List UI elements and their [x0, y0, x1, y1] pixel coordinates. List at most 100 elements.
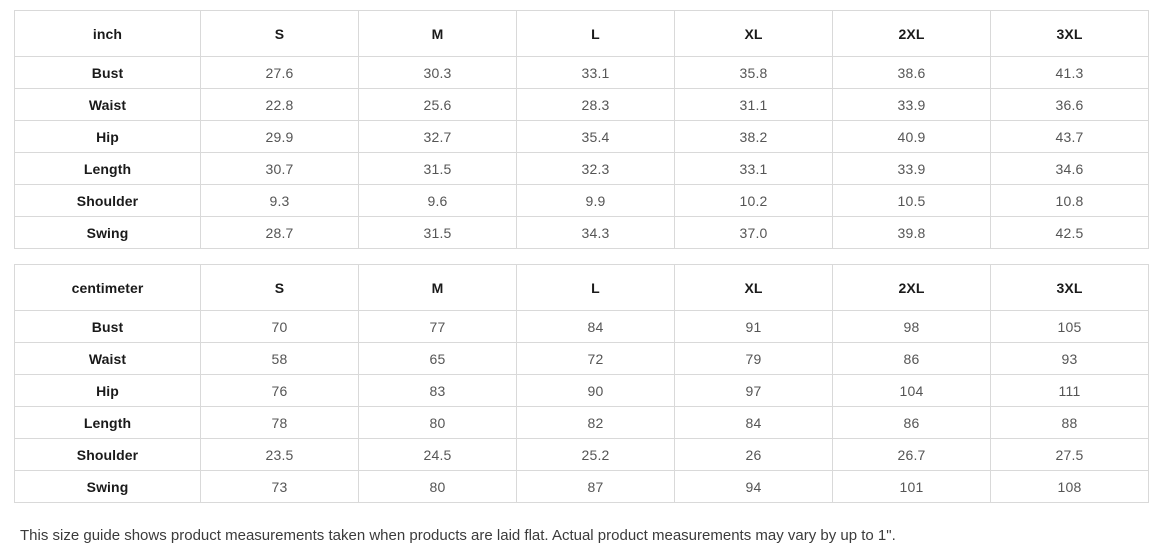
measurement-value: 73 [200, 470, 359, 503]
measurement-value: 77 [358, 310, 517, 343]
measurement-value: 70 [200, 310, 359, 343]
measurement-value: 86 [832, 342, 991, 375]
measurement-value: 72 [516, 342, 675, 375]
measurement-value: 43.7 [990, 120, 1149, 153]
header-row: inch S M L XL 2XL 3XL [14, 10, 1149, 57]
measurement-label: Swing [14, 470, 201, 503]
measurement-label: Waist [14, 342, 201, 375]
measurement-value: 9.9 [516, 184, 675, 217]
measurement-value: 83 [358, 374, 517, 407]
measurement-label: Shoulder [14, 438, 201, 471]
measurement-value: 22.8 [200, 88, 359, 121]
measurement-value: 26.7 [832, 438, 991, 471]
measurement-value: 23.5 [200, 438, 359, 471]
measurement-value: 91 [674, 310, 833, 343]
measurement-value: 80 [358, 470, 517, 503]
measurement-label: Bust [14, 56, 201, 89]
measurement-value: 39.8 [832, 216, 991, 249]
measurement-value: 87 [516, 470, 675, 503]
measurement-value: 108 [990, 470, 1149, 503]
measurement-value: 9.6 [358, 184, 517, 217]
measurement-label: Swing [14, 216, 201, 249]
measurement-label: Waist [14, 88, 201, 121]
measurement-value: 31.5 [358, 152, 517, 185]
measurement-value: 38.2 [674, 120, 833, 153]
size-header-m: M [358, 10, 517, 57]
measurement-value: 34.6 [990, 152, 1149, 185]
measurement-value: 104 [832, 374, 991, 407]
table-row: Waist 22.8 25.6 28.3 31.1 33.9 36.6 [14, 88, 1149, 121]
measurement-value: 27.5 [990, 438, 1149, 471]
measurement-value: 34.3 [516, 216, 675, 249]
measurement-value: 97 [674, 374, 833, 407]
table-row: Bust 27.6 30.3 33.1 35.8 38.6 41.3 [14, 56, 1149, 89]
measurement-value: 24.5 [358, 438, 517, 471]
size-header-l: L [516, 10, 675, 57]
measurement-value: 93 [990, 342, 1149, 375]
measurement-value: 41.3 [990, 56, 1149, 89]
unit-header: inch [14, 10, 201, 57]
measurement-value: 28.3 [516, 88, 675, 121]
measurement-label: Hip [14, 374, 201, 407]
measurement-value: 37.0 [674, 216, 833, 249]
size-header-2xl: 2XL [832, 264, 991, 311]
size-header-3xl: 3XL [990, 264, 1149, 311]
measurement-value: 94 [674, 470, 833, 503]
measurement-value: 28.7 [200, 216, 359, 249]
measurement-value: 31.1 [674, 88, 833, 121]
measurement-value: 30.7 [200, 152, 359, 185]
table-header-centimeter: centimeter S M L XL 2XL 3XL [14, 264, 1149, 311]
measurement-value: 36.6 [990, 88, 1149, 121]
measurement-value: 10.8 [990, 184, 1149, 217]
size-header-xl: XL [674, 10, 833, 57]
table-row: Length 30.7 31.5 32.3 33.1 33.9 34.6 [14, 152, 1149, 185]
unit-header: centimeter [14, 264, 201, 311]
size-header-3xl: 3XL [990, 10, 1149, 57]
header-row: centimeter S M L XL 2XL 3XL [14, 264, 1149, 311]
measurement-value: 9.3 [200, 184, 359, 217]
measurement-value: 58 [200, 342, 359, 375]
measurement-value: 101 [832, 470, 991, 503]
measurement-label: Bust [14, 310, 201, 343]
size-header-s: S [200, 264, 359, 311]
measurement-value: 105 [990, 310, 1149, 343]
measurement-value: 86 [832, 406, 991, 439]
size-header-2xl: 2XL [832, 10, 991, 57]
table-row: Swing 73 80 87 94 101 108 [14, 470, 1149, 503]
measurement-value: 25.6 [358, 88, 517, 121]
measurement-value: 82 [516, 406, 675, 439]
measurement-value: 42.5 [990, 216, 1149, 249]
table-body-centimeter: Bust 70 77 84 91 98 105 Waist 58 65 72 79 86 93 Hip 76 8… [14, 310, 1149, 503]
measurement-value: 33.9 [832, 152, 991, 185]
measurement-value: 32.3 [516, 152, 675, 185]
measurement-value: 30.3 [358, 56, 517, 89]
measurement-value: 35.4 [516, 120, 675, 153]
measurement-value: 80 [358, 406, 517, 439]
measurement-value: 25.2 [516, 438, 675, 471]
size-header-s: S [200, 10, 359, 57]
measurement-value: 33.1 [516, 56, 675, 89]
table-header-inch: inch S M L XL 2XL 3XL [14, 10, 1149, 57]
measurement-value: 10.5 [832, 184, 991, 217]
measurement-label: Hip [14, 120, 201, 153]
table-row: Bust 70 77 84 91 98 105 [14, 310, 1149, 343]
measurement-value: 33.1 [674, 152, 833, 185]
size-guide-footnote: This size guide shows product measuremen… [20, 527, 896, 544]
measurement-value: 65 [358, 342, 517, 375]
size-chart-inch: inch S M L XL 2XL 3XL Bust 27.6 30.3 33.1 35.8 38.6… [14, 10, 1149, 249]
measurement-value: 38.6 [832, 56, 991, 89]
table-row: Hip 76 83 90 97 104 111 [14, 374, 1149, 407]
table-row: Shoulder 23.5 24.5 25.2 26 26.7 27.5 [14, 438, 1149, 471]
measurement-value: 33.9 [832, 88, 991, 121]
measurement-value: 90 [516, 374, 675, 407]
measurement-value: 76 [200, 374, 359, 407]
measurement-value: 84 [674, 406, 833, 439]
size-header-l: L [516, 264, 675, 311]
measurement-label: Length [14, 152, 201, 185]
table-row: Hip 29.9 32.7 35.4 38.2 40.9 43.7 [14, 120, 1149, 153]
table-row: Swing 28.7 31.5 34.3 37.0 39.8 42.5 [14, 216, 1149, 249]
measurement-value: 31.5 [358, 216, 517, 249]
size-chart-centimeter: centimeter S M L XL 2XL 3XL Bust 70 77 84 91 98 105 W… [14, 264, 1149, 503]
measurement-value: 26 [674, 438, 833, 471]
